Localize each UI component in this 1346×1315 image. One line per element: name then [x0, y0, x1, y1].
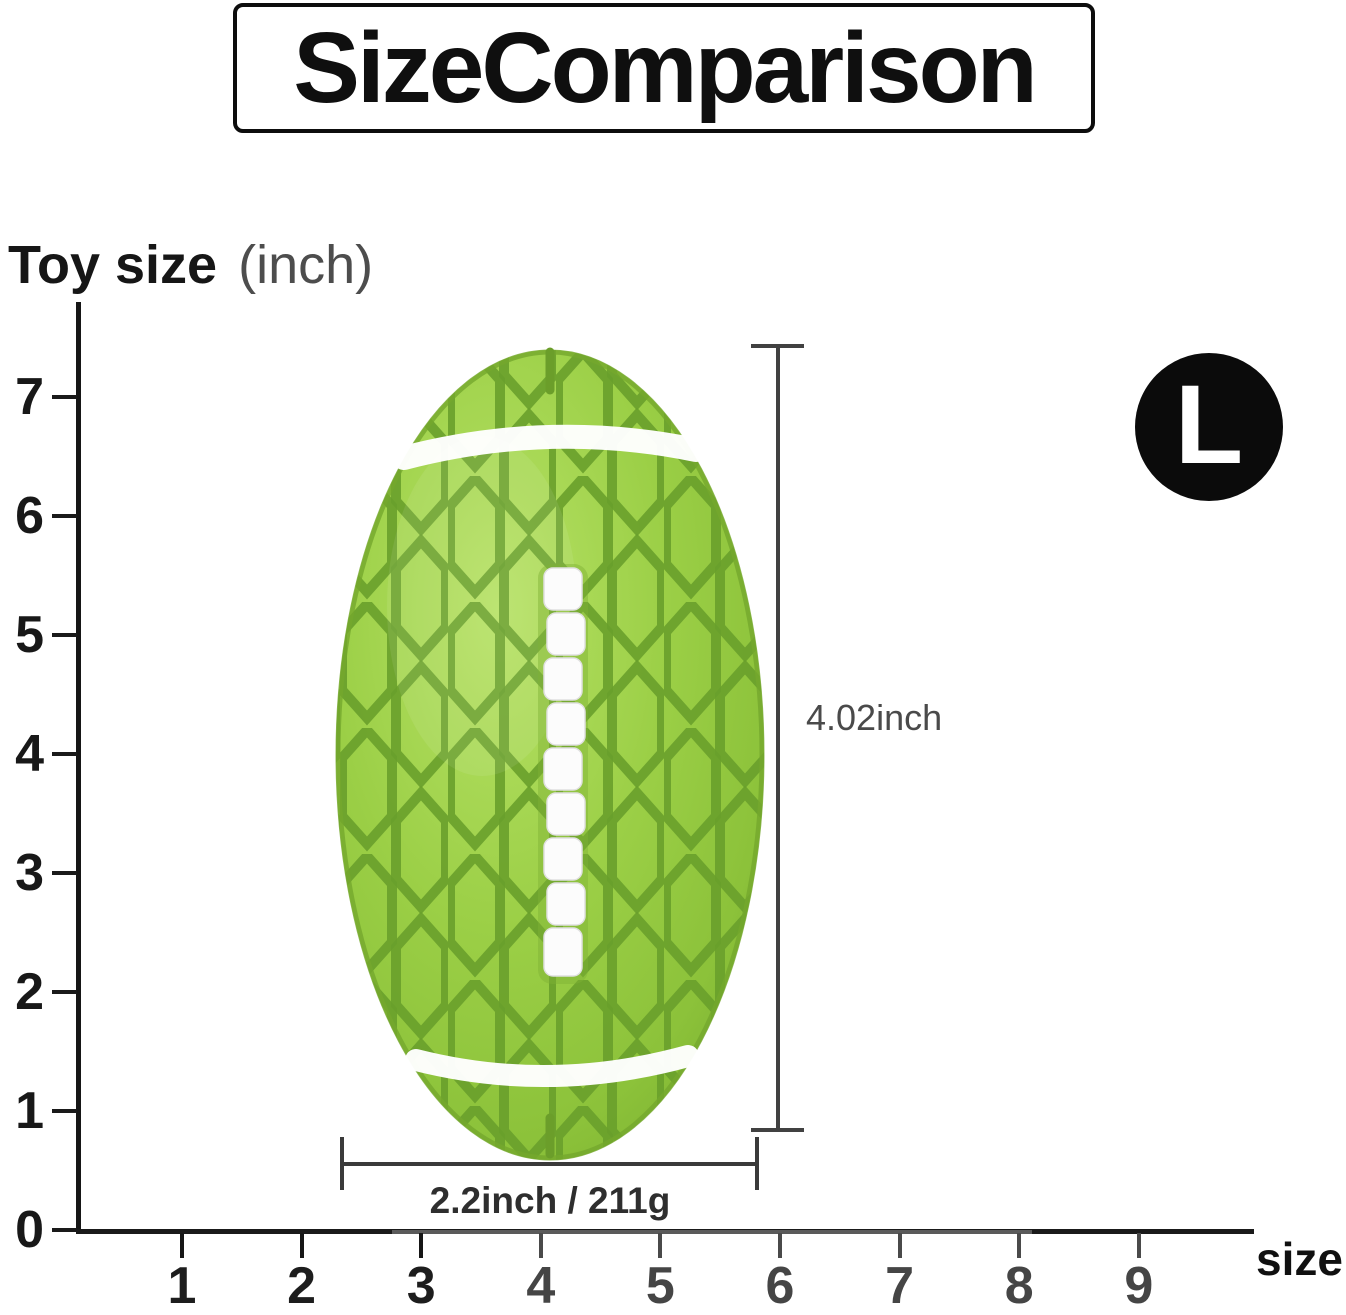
- y-axis-title: Toy size (inch): [8, 234, 373, 296]
- football-toy-image: [335, 347, 765, 1161]
- x-tick-mark: [778, 1233, 782, 1258]
- y-tick-label: 5: [15, 606, 44, 664]
- y-tick-label: 0: [15, 1201, 44, 1259]
- y-tick-label: 2: [15, 963, 44, 1021]
- x-tick-label: 6: [765, 1257, 795, 1315]
- x-tick-mark: [658, 1233, 663, 1258]
- x-tick-label: 1: [167, 1257, 197, 1315]
- x-tick-mark: [419, 1233, 424, 1258]
- y-axis-line: [76, 302, 81, 1233]
- x-tick-mark: [180, 1233, 184, 1258]
- x-tick-mark: [538, 1233, 543, 1258]
- size-badge: L: [1135, 353, 1283, 501]
- y-tick-mark: [52, 1228, 77, 1232]
- x-axis-line-gray-segment: [392, 1230, 1032, 1234]
- y-tick-mark: [52, 514, 77, 518]
- x-tick-mark: [897, 1233, 902, 1258]
- width-dimension-cap-left: [340, 1137, 344, 1190]
- y-tick-label: 1: [15, 1082, 44, 1140]
- width-dimension-line: [341, 1162, 759, 1166]
- height-dimension-label: 4.02inch: [806, 697, 943, 738]
- y-tick-label: 7: [15, 368, 44, 426]
- y-tick-mark: [52, 633, 77, 637]
- height-dimension-cap-top: [751, 344, 804, 348]
- height-dimension-line: [776, 345, 780, 1132]
- x-tick-label: 7: [885, 1257, 915, 1315]
- y-tick-mark: [52, 752, 77, 756]
- y-tick-mark: [52, 1109, 77, 1113]
- x-tick-label: 4: [526, 1257, 556, 1315]
- y-tick-label: 3: [15, 844, 44, 902]
- toy-band-bottom: [405, 1045, 699, 1088]
- size-badge-label: L: [1174, 362, 1244, 487]
- x-tick-label: 3: [406, 1257, 436, 1315]
- x-tick-label: 5: [645, 1257, 675, 1315]
- width-dimension-label: 2.2inch / 211g: [429, 1180, 671, 1221]
- y-tick-label: 6: [15, 487, 44, 545]
- title-box: SizeComparison: [233, 3, 1095, 133]
- y-tick-mark: [52, 871, 77, 875]
- y-tick-label: 4: [15, 725, 44, 783]
- page-title: SizeComparison: [293, 11, 1037, 124]
- x-tick-mark: [1017, 1233, 1022, 1258]
- y-axis-unit-text: (inch): [238, 235, 374, 295]
- toy-band-top: [392, 424, 708, 470]
- height-dimension-cap-bottom: [751, 1128, 804, 1132]
- x-tick-label: 8: [1004, 1257, 1034, 1315]
- y-tick-mark: [52, 990, 77, 994]
- y-axis-title-text: Toy size: [8, 235, 218, 295]
- toy-laces: [538, 564, 588, 984]
- x-axis-title: size: [1256, 1233, 1343, 1285]
- y-tick-mark: [52, 395, 77, 399]
- x-tick-label: 9: [1124, 1257, 1154, 1315]
- x-tick-mark: [1136, 1233, 1141, 1258]
- x-tick-label: 2: [287, 1257, 317, 1315]
- width-dimension-cap-right: [755, 1137, 759, 1190]
- x-tick-mark: [299, 1233, 304, 1258]
